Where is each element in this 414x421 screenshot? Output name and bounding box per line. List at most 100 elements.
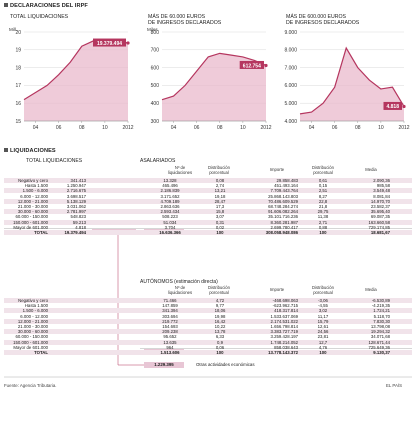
chart2-title: MÁS DE 60.000 EUROS DE INGRESOS DECLARAD… xyxy=(148,14,222,26)
auto-cell: 3.383.727.719 xyxy=(270,329,298,335)
total-liquidaciones-cell: 4.818 xyxy=(75,224,86,230)
y-tick-label: 20 xyxy=(15,30,21,36)
table-row: 150.000 - 601.000 59.213 51.034 0,31 8.360.2… xyxy=(4,219,412,225)
asal-cell: 51.034 xyxy=(163,219,177,225)
table-row: Negativo y cero 71.466 4,72 -468.698.063 -3,… xyxy=(4,298,412,303)
bracket-label: 60.000 - 150.000 xyxy=(15,334,49,340)
y-tick-label: 800 xyxy=(151,30,160,36)
col-header-distribucion: Distribución porcentual xyxy=(208,165,230,175)
x-tick-label: 06 xyxy=(332,125,338,131)
auto-cell: 7.830,30 xyxy=(373,318,390,324)
auto-cell: -6.530,89 xyxy=(371,298,390,303)
total-liquidaciones-cell: 3.698.517 xyxy=(66,193,86,199)
asal-cell: 91.606.082.264 xyxy=(268,209,298,215)
table-row: TOTAL 1.513.606 100 13.778.143.372 100 9.130,… xyxy=(4,350,412,355)
y-tick-label: 9.000 xyxy=(284,30,297,36)
table-asalariados: Negativo y cero 341.413 13.328 0,08 29.858.4… xyxy=(0,178,414,238)
x-tick-label: 08 xyxy=(355,125,361,131)
bracket-label: 21.000 - 30.000 xyxy=(17,204,48,209)
series-area xyxy=(24,40,128,121)
table-row: 30.000 - 60.000 2.781.997 2.593.434 15,8 91.… xyxy=(4,209,412,215)
asal-cell: 0,02 xyxy=(215,224,225,230)
series-line xyxy=(161,52,267,101)
auto-cell: 100 xyxy=(319,350,327,355)
bracket-label: 1.500 - 6.000 xyxy=(22,308,48,314)
asal-cell: 8,27 xyxy=(318,193,328,199)
auto-cell: 0,06 xyxy=(215,344,225,350)
y-tick-label: 600 xyxy=(151,65,160,71)
y-axis-label: Mill. xyxy=(9,27,17,32)
asal-cell: 3,07 xyxy=(215,214,225,220)
bracket-label: 12.000 - 21.000 xyxy=(17,198,48,204)
total-liquidaciones-cell: 59.213 xyxy=(72,219,86,225)
table-row: 1.500 - 6.000 341.394 18,06 418.317.814 3,02… xyxy=(4,308,412,314)
col-header-importe: Importe xyxy=(269,167,285,172)
auto-cell: 3,02 xyxy=(318,308,328,314)
bracket-label: 150.000 - 601.000 xyxy=(13,219,48,225)
asal-cell: 22,8 xyxy=(318,198,328,204)
table-row: 60.000 - 150.000 548.823 508.223 3,07 35.101… xyxy=(4,214,412,219)
table-total-title: TOTAL LIQUIDACIONES xyxy=(26,158,83,164)
asal-cell: 15,8 xyxy=(215,209,225,215)
asal-cell: 729.174,85 xyxy=(368,224,390,230)
table-row: 12.000 - 21.000 5.138.129 4.709.189 28,47 70… xyxy=(4,198,412,204)
table-row: 21.000 - 30.000 154.693 10,22 1.656.798.814… xyxy=(4,324,412,329)
asal-cell: 16.636.366 xyxy=(159,230,181,235)
asal-cell: 163.660,58 xyxy=(368,219,390,225)
asal-cell: 35.101.716.236 xyxy=(268,214,298,220)
y-tick-label: 18 xyxy=(15,65,21,71)
asal-cell: 17,3 xyxy=(215,204,225,209)
auto-cell: 23,81 xyxy=(317,334,329,340)
auto-cell: 13.778.143.372 xyxy=(268,350,298,355)
last-value-label: 4.818 xyxy=(386,104,399,110)
auto-cell: -623.962.715 xyxy=(272,303,298,309)
col-header-liquidaciones: Nº de liquidaciones xyxy=(167,165,193,175)
auto-cell: 1.656.798.814 xyxy=(270,324,298,329)
y-axis-label: Miles xyxy=(147,27,158,32)
y-tick-label: 16 xyxy=(15,101,21,107)
table-autonomos-title: AUTÓNOMOS (estimación directa) xyxy=(140,279,218,285)
y-tick-label: 700 xyxy=(151,48,160,54)
auto-cell: 15,79 xyxy=(317,318,329,324)
bracket-label: Mayor de 601.000 xyxy=(13,344,48,350)
bracket-label: Hasta 1.500 xyxy=(24,303,48,309)
auto-cell: 19.294,32 xyxy=(370,329,390,335)
bracket-label: 30.000 - 60.000 xyxy=(17,209,48,215)
bracket-label: TOTAL xyxy=(34,230,48,235)
x-tick-label: 10 xyxy=(102,125,108,131)
col-header-distribucion-auto: Distribución porcentual xyxy=(208,285,230,295)
y-tick-label: 500 xyxy=(151,83,160,89)
asal-cell: 985,58 xyxy=(376,183,390,189)
y-tick-label: 17 xyxy=(15,83,21,89)
bracket-label: 1.500 - 6.000 xyxy=(22,188,48,194)
total-liquidaciones-cell: 19.379.494 xyxy=(64,230,86,235)
asal-cell: 3.704 xyxy=(164,224,176,230)
auto-cell: 1.533.637.069 xyxy=(270,313,298,319)
auto-cell: 100 xyxy=(216,350,224,355)
y-tick-label: 300 xyxy=(151,119,160,125)
last-value-badge xyxy=(383,101,402,110)
x-tick-label: 10 xyxy=(378,125,384,131)
bullet-square-icon xyxy=(4,148,8,152)
chart1-title: TOTAL LIQUIDACIONES xyxy=(10,14,69,20)
table-row: Hasta 1.500 1.250.947 465.496 2,74 451.493.1… xyxy=(4,183,412,188)
auto-cell: 858.038.643 xyxy=(274,344,298,350)
series-area xyxy=(162,53,266,121)
x-tick-label: 04 xyxy=(171,125,177,131)
asal-cell: 2,71 xyxy=(318,219,328,225)
auto-cell: 13,78 xyxy=(214,329,226,335)
auto-cell: 71.466 xyxy=(163,298,177,303)
other-activities-value: 1.229.395 xyxy=(154,362,174,367)
last-point-marker xyxy=(126,41,130,45)
other-activities-label: Otras actividades económicas xyxy=(196,362,255,367)
bracket-label: Negativo y cero xyxy=(18,298,48,303)
y-tick-label: 4.000 xyxy=(284,119,297,125)
table-row: 12.000 - 21.000 219.772 16,42 2.174.531.022… xyxy=(4,318,412,324)
x-tick-label: 10 xyxy=(240,125,246,131)
asal-cell: 3.549,48 xyxy=(373,188,390,194)
auto-cell: 128.671,44 xyxy=(368,339,390,345)
asal-cell: 508.223 xyxy=(162,214,178,220)
y-tick-label: 400 xyxy=(151,101,160,107)
table-row: 60.000 - 150.000 95.652 6,33 3.259.428.197 2… xyxy=(4,334,412,339)
